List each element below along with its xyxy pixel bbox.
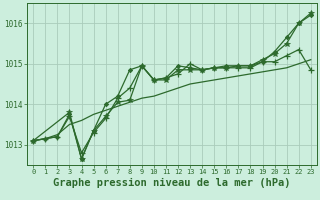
X-axis label: Graphe pression niveau de la mer (hPa): Graphe pression niveau de la mer (hPa) (53, 178, 291, 188)
